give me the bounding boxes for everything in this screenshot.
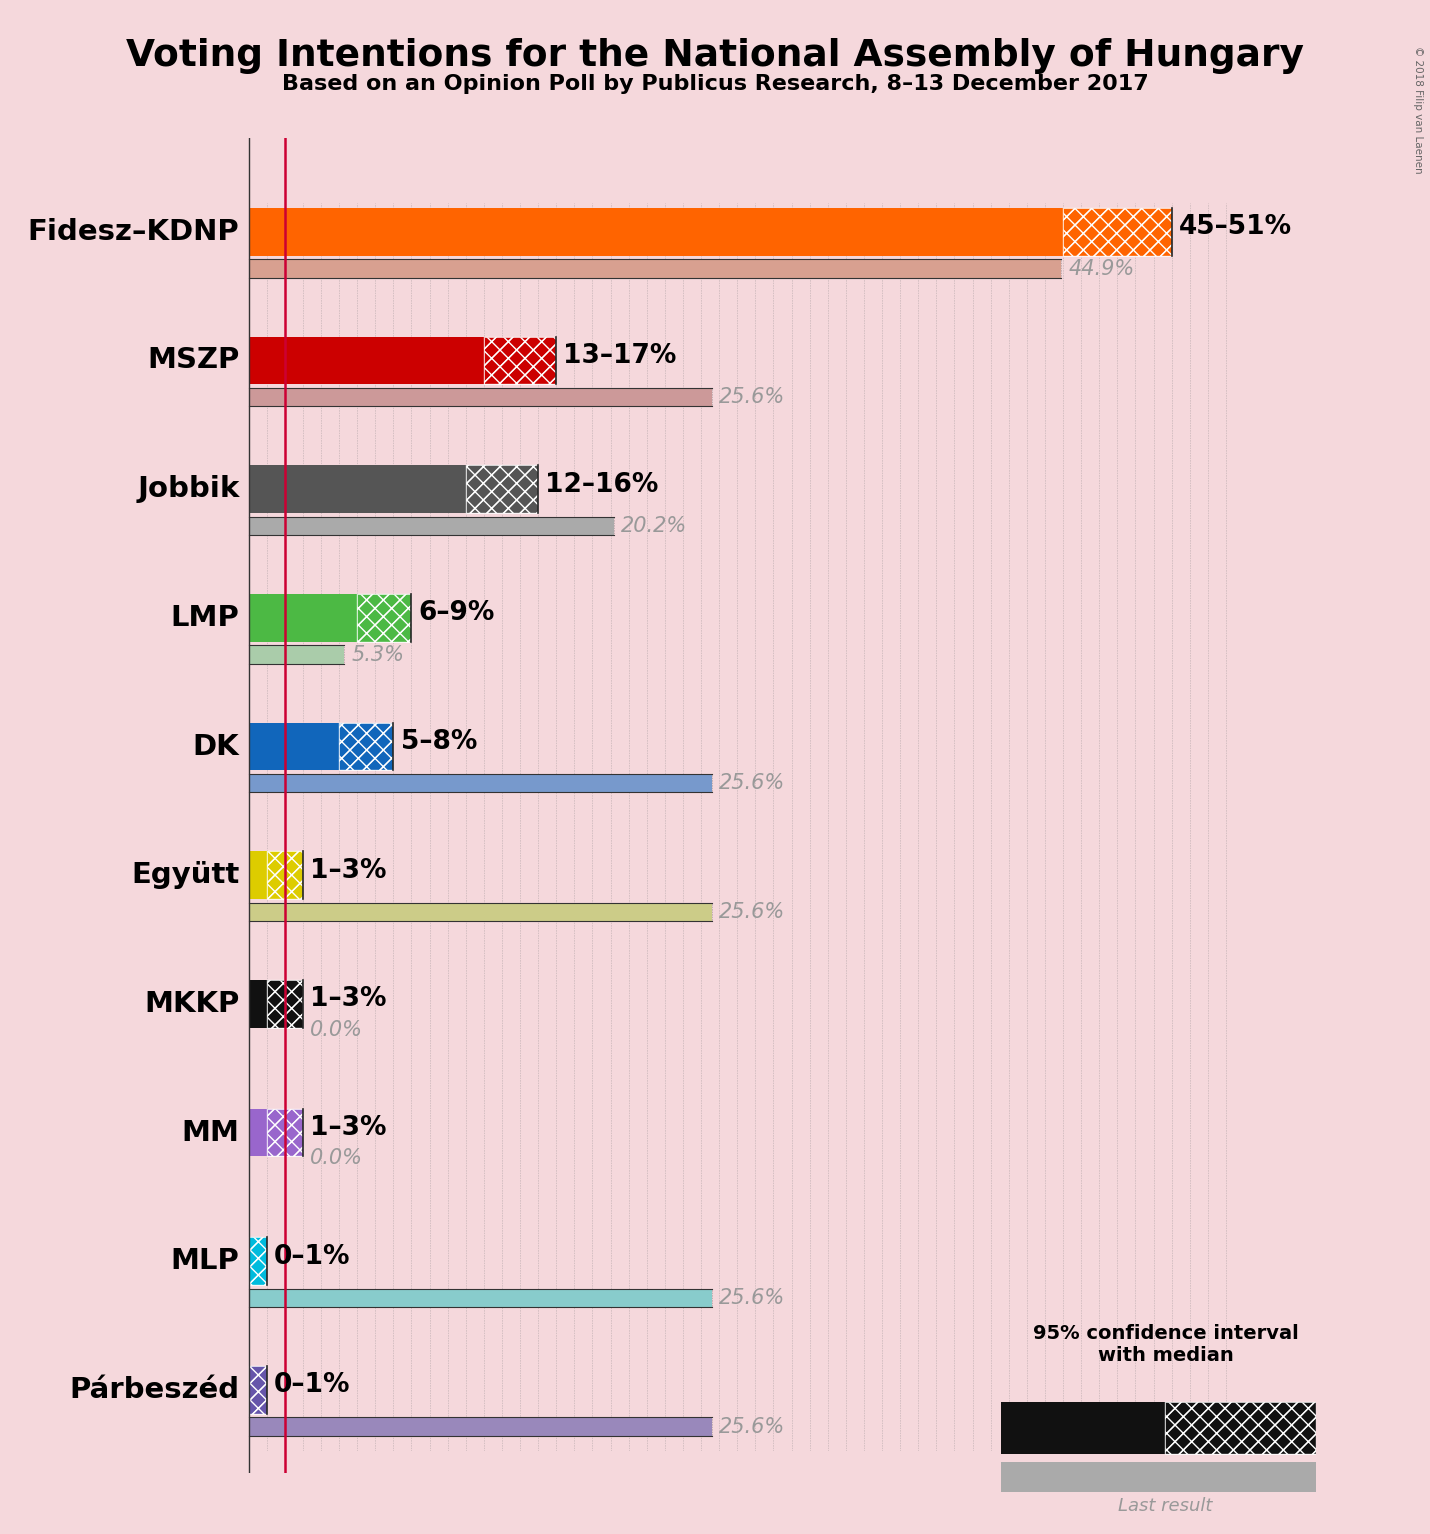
Bar bbox=[266, 980, 303, 1028]
Bar bbox=[249, 259, 1061, 278]
Bar bbox=[1164, 1402, 1316, 1454]
Bar bbox=[266, 1109, 303, 1157]
Bar bbox=[249, 465, 466, 512]
Text: Jobbik: Jobbik bbox=[137, 476, 239, 503]
Text: © 2018 Filip van Laenen: © 2018 Filip van Laenen bbox=[1413, 46, 1423, 173]
Bar bbox=[466, 465, 538, 512]
Bar bbox=[249, 1238, 266, 1285]
Text: DK: DK bbox=[193, 733, 239, 761]
Bar bbox=[466, 465, 538, 512]
Text: Based on an Opinion Poll by Publicus Research, 8–13 December 2017: Based on an Opinion Poll by Publicus Res… bbox=[282, 74, 1148, 94]
Bar bbox=[249, 209, 1062, 256]
Text: 0–1%: 0–1% bbox=[275, 1244, 350, 1270]
Text: 1–3%: 1–3% bbox=[310, 1115, 386, 1141]
Bar bbox=[358, 594, 412, 641]
Bar bbox=[249, 1289, 712, 1307]
Bar bbox=[1062, 209, 1171, 256]
Bar bbox=[358, 594, 412, 641]
Bar bbox=[249, 388, 712, 407]
Text: 25.6%: 25.6% bbox=[719, 902, 785, 922]
Text: Együtt: Együtt bbox=[132, 861, 239, 890]
Bar bbox=[249, 259, 1061, 278]
Bar bbox=[249, 904, 712, 920]
Bar bbox=[249, 1365, 266, 1414]
Bar bbox=[266, 980, 303, 1028]
Text: 20.2%: 20.2% bbox=[622, 515, 688, 535]
Text: MM: MM bbox=[182, 1118, 239, 1146]
Bar bbox=[483, 336, 556, 385]
Bar bbox=[249, 1109, 266, 1157]
Text: MSZP: MSZP bbox=[147, 347, 239, 374]
Text: Párbeszéd: Párbeszéd bbox=[69, 1376, 239, 1404]
Text: 95% confidence interval
with median: 95% confidence interval with median bbox=[1032, 1324, 1298, 1365]
Bar bbox=[266, 1109, 303, 1157]
Bar bbox=[266, 851, 303, 899]
Text: 0–1%: 0–1% bbox=[275, 1373, 350, 1399]
Bar bbox=[249, 594, 358, 641]
Bar bbox=[249, 646, 345, 664]
Text: LMP: LMP bbox=[170, 604, 239, 632]
Bar bbox=[339, 723, 393, 770]
Bar bbox=[249, 904, 712, 920]
Text: MKKP: MKKP bbox=[144, 989, 239, 1019]
Bar bbox=[249, 517, 613, 535]
Text: 0.0%: 0.0% bbox=[310, 1149, 363, 1169]
Bar bbox=[249, 1365, 266, 1414]
Bar bbox=[249, 1365, 266, 1414]
Bar bbox=[249, 775, 712, 793]
Text: 6–9%: 6–9% bbox=[419, 600, 495, 626]
Bar bbox=[266, 980, 303, 1028]
Bar bbox=[1001, 1402, 1164, 1454]
Bar bbox=[339, 723, 393, 770]
Text: 25.6%: 25.6% bbox=[719, 773, 785, 793]
Text: Fidesz–KDNP: Fidesz–KDNP bbox=[27, 218, 239, 245]
Bar bbox=[249, 1417, 712, 1436]
Text: MLP: MLP bbox=[170, 1247, 239, 1275]
Bar bbox=[1062, 209, 1171, 256]
Text: 1–3%: 1–3% bbox=[310, 986, 386, 1012]
Text: 5–8%: 5–8% bbox=[400, 729, 478, 755]
Bar bbox=[249, 646, 345, 664]
Text: Last result: Last result bbox=[1118, 1497, 1213, 1516]
Text: Voting Intentions for the National Assembly of Hungary: Voting Intentions for the National Assem… bbox=[126, 38, 1304, 74]
Bar bbox=[266, 851, 303, 899]
Text: 25.6%: 25.6% bbox=[719, 1417, 785, 1437]
Bar bbox=[249, 1289, 712, 1307]
Bar bbox=[483, 336, 556, 385]
Bar bbox=[249, 388, 712, 407]
Text: 25.6%: 25.6% bbox=[719, 1289, 785, 1309]
Bar bbox=[249, 1238, 266, 1285]
Bar bbox=[266, 1109, 303, 1157]
Bar bbox=[249, 1417, 712, 1436]
Text: 13–17%: 13–17% bbox=[563, 344, 676, 368]
Bar bbox=[483, 336, 556, 385]
Text: 25.6%: 25.6% bbox=[719, 387, 785, 407]
Bar bbox=[249, 1238, 266, 1285]
Text: 44.9%: 44.9% bbox=[1068, 259, 1135, 279]
Bar bbox=[358, 594, 412, 641]
Text: 12–16%: 12–16% bbox=[545, 471, 659, 497]
Bar bbox=[339, 723, 393, 770]
Bar bbox=[249, 723, 339, 770]
Bar bbox=[249, 336, 483, 385]
Bar bbox=[1164, 1402, 1316, 1454]
Text: 0.0%: 0.0% bbox=[310, 1020, 363, 1040]
Bar bbox=[1164, 1402, 1316, 1454]
Bar bbox=[1062, 209, 1171, 256]
Bar bbox=[466, 465, 538, 512]
Bar bbox=[266, 851, 303, 899]
Text: 1–3%: 1–3% bbox=[310, 858, 386, 884]
Bar bbox=[249, 775, 712, 793]
Bar bbox=[249, 517, 613, 535]
Text: 45–51%: 45–51% bbox=[1178, 215, 1293, 241]
Text: 5.3%: 5.3% bbox=[352, 644, 405, 664]
Bar bbox=[249, 980, 266, 1028]
Bar bbox=[249, 851, 266, 899]
